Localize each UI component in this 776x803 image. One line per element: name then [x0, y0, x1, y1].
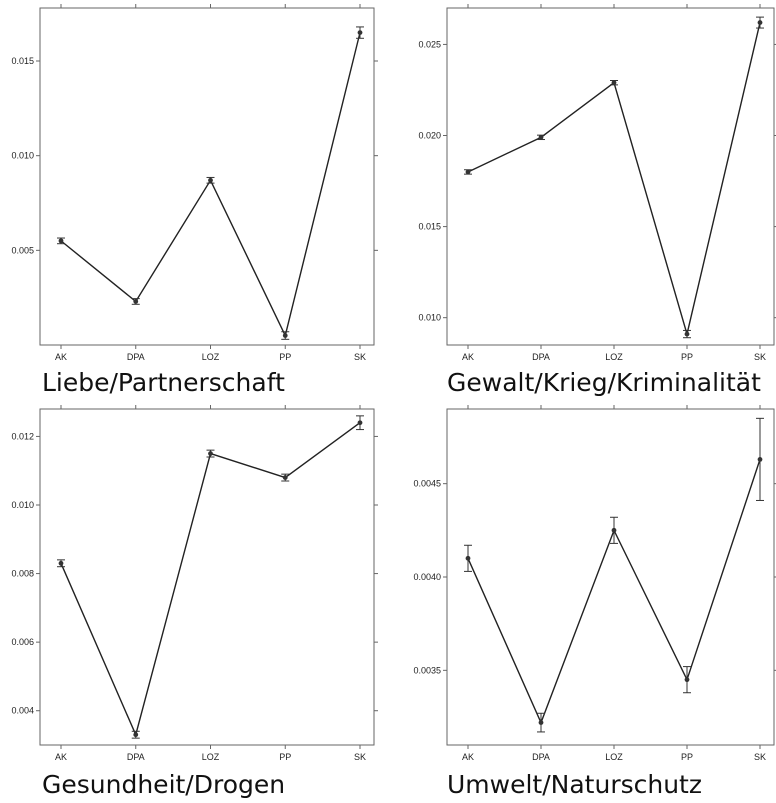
- chart-panel-2: 0.010 0.015 0.020 0.025 AK DPA LOZ PP SK Gewalt/K…: [418, 4, 776, 397]
- x-tick-label: LOZ: [202, 352, 220, 362]
- chart-caption: Liebe/Partnerschaft: [42, 368, 285, 397]
- x-tick-label: LOZ: [605, 752, 623, 762]
- x-tick-label: PP: [681, 752, 693, 762]
- data-point: [465, 169, 471, 175]
- data-point: [465, 555, 471, 561]
- x-tick-label: DPA: [532, 352, 550, 362]
- y-tick-label: 0.008: [11, 569, 34, 579]
- data-point: [58, 560, 64, 566]
- plot-frame: [446, 7, 775, 346]
- plot-frame: [446, 408, 775, 746]
- data-point: [282, 333, 288, 338]
- series-line: [60, 32, 361, 338]
- data-point: [208, 177, 213, 183]
- x-tick-label: PP: [279, 352, 291, 362]
- chart-caption: Umwelt/Naturschutz: [447, 770, 702, 799]
- data-point: [757, 20, 763, 25]
- y-tick-label: 0.015: [418, 222, 441, 232]
- series-line: [467, 22, 761, 337]
- x-tick-label: DPA: [127, 352, 145, 362]
- data-point: [357, 30, 363, 36]
- x-tick-label: AK: [462, 752, 474, 762]
- data-point: [538, 720, 544, 725]
- x-tick-label: AK: [55, 352, 67, 362]
- y-tick-label: 0.0035: [413, 665, 441, 675]
- y-tick-label: 0.0040: [413, 572, 441, 582]
- x-tick-label: SK: [754, 752, 766, 762]
- x-tick-label: SK: [354, 752, 366, 762]
- y-tick-label: 0.020: [418, 131, 441, 141]
- plot-frame: [39, 7, 375, 346]
- x-tick-label: AK: [462, 352, 474, 362]
- y-tick-label: 0.012: [11, 431, 34, 441]
- chart-caption: Gewalt/Krieg/Kriminalität: [447, 368, 761, 397]
- y-tick-label: 0.025: [418, 39, 441, 49]
- x-tick-label: PP: [279, 752, 291, 762]
- x-tick-label: SK: [354, 352, 366, 362]
- data-point: [133, 732, 139, 738]
- y-tick-label: 0.010: [11, 151, 34, 161]
- data-point: [684, 331, 690, 337]
- chart-panel-4: 0.0035 0.0040 0.0045 AK DPA LOZ PP SK Umwelt/Nat…: [413, 405, 776, 799]
- y-tick-label: 0.005: [11, 245, 34, 255]
- data-point: [538, 134, 544, 140]
- x-tick-label: AK: [55, 752, 67, 762]
- data-point: [133, 299, 139, 304]
- y-tick-label: 0.010: [418, 313, 441, 323]
- y-tick-label: 0.006: [11, 637, 34, 647]
- data-point: [282, 475, 288, 480]
- chart-panel-3: 0.004 0.006 0.008 0.010 0.012 AK DPA LOZ PP SK Ges…: [11, 405, 378, 799]
- x-tick-label: LOZ: [202, 752, 220, 762]
- series-line: [467, 459, 761, 725]
- x-tick-label: PP: [681, 352, 693, 362]
- data-point: [611, 527, 617, 533]
- y-tick-label: 0.004: [11, 706, 34, 716]
- plot-frame: [39, 408, 375, 746]
- y-tick-label: 0.0045: [413, 479, 441, 489]
- x-tick-label: SK: [754, 352, 766, 362]
- y-tick-label: 0.015: [11, 56, 34, 66]
- data-point: [58, 238, 64, 244]
- data-point: [684, 677, 690, 683]
- data-point: [611, 80, 617, 86]
- x-tick-label: LOZ: [605, 352, 623, 362]
- x-tick-label: DPA: [127, 752, 145, 762]
- data-point: [757, 457, 763, 462]
- chart-caption: Gesundheit/Drogen: [42, 770, 285, 799]
- series-line: [60, 422, 361, 737]
- data-point: [357, 420, 363, 426]
- chart-panel-1: 0.005 0.010 0.015 AK DPA LOZ PP SK Liebe/Partner…: [11, 4, 378, 397]
- y-tick-label: 0.010: [11, 500, 34, 510]
- data-point: [208, 451, 213, 456]
- x-tick-label: DPA: [532, 752, 550, 762]
